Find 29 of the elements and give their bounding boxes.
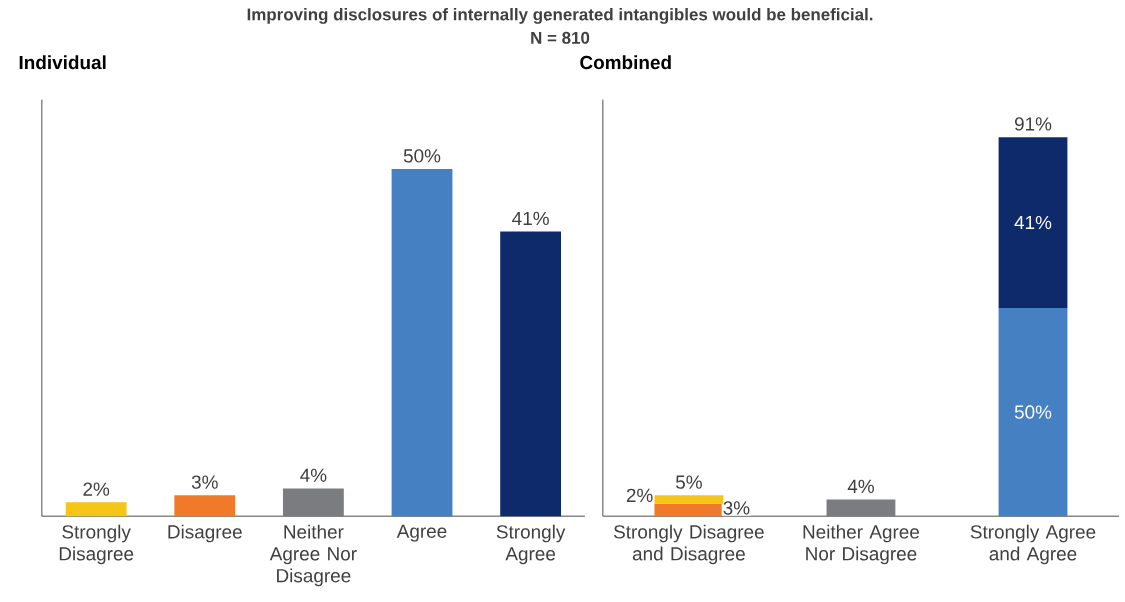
data-label: 2% — [83, 482, 110, 496]
data-label: 50% — [403, 149, 441, 163]
data-label: 4% — [300, 468, 327, 482]
x-tick-label: Agree — [396, 524, 447, 542]
data-label: 2% — [626, 488, 653, 503]
total-label: 91% — [1014, 117, 1052, 131]
x-tick-label: Disagree — [168, 524, 242, 543]
x-tick-label: Strongly Agree and Agree — [970, 524, 1096, 565]
x-tick-label: Neither Agree Nor Disagree — [269, 524, 357, 587]
data-label: 41% — [512, 211, 549, 226]
bar — [391, 169, 453, 517]
data-label: 50% — [1014, 405, 1052, 419]
data-label: 41% — [1014, 215, 1052, 230]
data-label: 3% — [191, 475, 218, 489]
total-label: 4% — [847, 479, 874, 494]
bar — [65, 502, 127, 517]
bar — [500, 231, 562, 517]
text: N = 810 — [531, 31, 590, 44]
x-tick-label: Neither Agree Nor Disagree — [803, 524, 920, 565]
bar — [174, 495, 236, 517]
text: Improving disclosures of internally generated intangibles would be beneficial. — [247, 8, 873, 24]
x-tick-label: Strongly Disagree and Disagree — [613, 524, 764, 565]
x-tick-label: Strongly Agree — [496, 524, 566, 565]
chart-title: Combined — [580, 55, 671, 70]
chart-title: Individual — [19, 55, 106, 70]
total-label: 5% — [675, 475, 702, 489]
x-tick-label: Strongly Disagree — [59, 524, 134, 565]
bar — [282, 488, 344, 517]
data-label: 3% — [723, 501, 750, 515]
